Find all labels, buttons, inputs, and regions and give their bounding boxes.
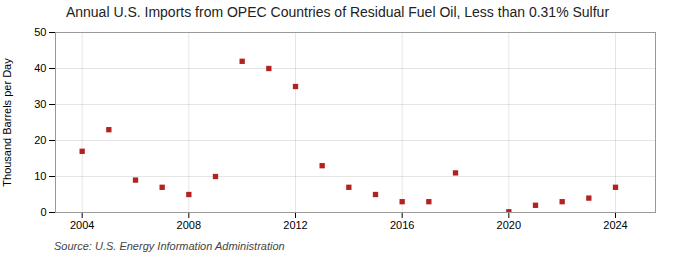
svg-text:2016: 2016 [390, 219, 414, 231]
svg-text:2020: 2020 [497, 219, 521, 231]
svg-text:20: 20 [34, 134, 46, 146]
svg-text:2024: 2024 [603, 219, 627, 231]
svg-text:40: 40 [34, 62, 46, 74]
html-text:Annual U.S. Imports from OPEC: Annual U.S. Imports from OPEC Countries … [65, 4, 610, 20]
svg-text:2008: 2008 [177, 219, 201, 231]
svg-text:2004: 2004 [70, 219, 94, 231]
html-text:Source: U.S. Energy Informatio: Source: U.S. Energy Information Administ… [54, 240, 285, 252]
svg-text:0: 0 [40, 206, 46, 218]
svg-text:Thousand Barrels per Day: Thousand Barrels per Day [1, 58, 13, 187]
svg-text:50: 50 [34, 26, 46, 38]
svg-text:30: 30 [34, 98, 46, 110]
svg-text:10: 10 [34, 170, 46, 182]
svg-text:2012: 2012 [283, 219, 307, 231]
